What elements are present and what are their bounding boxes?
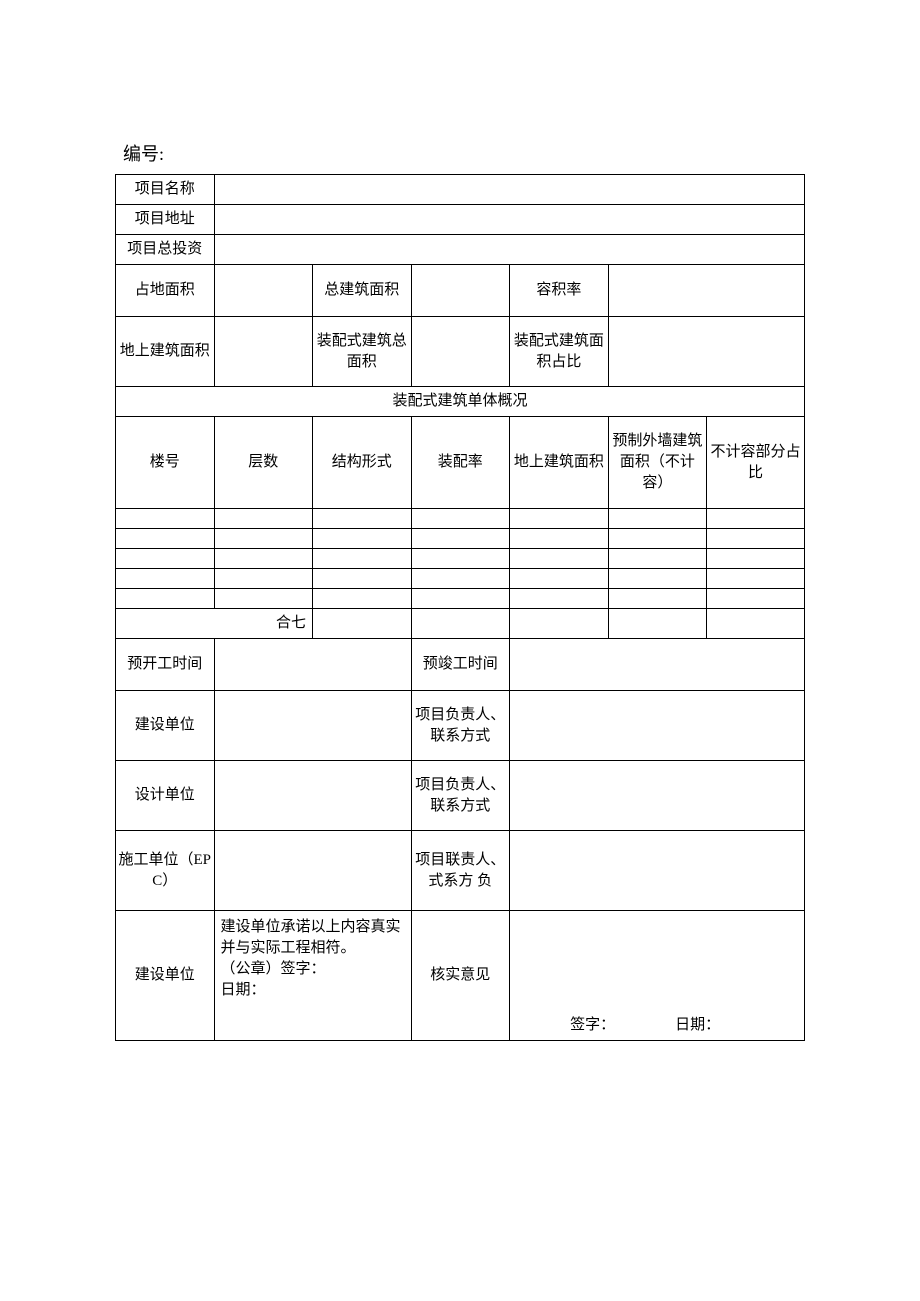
label-above-ground-area: 地上建筑面积 [116,317,215,387]
label-total-investment: 项目总投资 [116,235,215,265]
value-pm-contact2[interactable] [510,761,805,831]
label-project-name: 项目名称 [116,175,215,205]
label-pre-finish: 预竣工时间 [411,639,510,691]
serial-number-label: 编号: [115,140,805,166]
value-project-name[interactable] [214,175,804,205]
label-contractor-unit: 施工单位（EPC） [116,831,215,911]
label-construction-unit: 建设单位 [116,691,215,761]
table-row [116,569,805,589]
label-land-area: 占地面积 [116,265,215,317]
value-pm-contact1[interactable] [510,691,805,761]
total-wall[interactable] [608,609,707,639]
total-area[interactable] [510,609,609,639]
label-verify-opinion: 核实意见 [411,911,510,1041]
value-total-investment[interactable] [214,235,804,265]
verify-opinion-area[interactable]: 签字： 日期： [510,911,805,1041]
date-label: 日期： [675,1017,720,1033]
project-form-table: 项目名称 项目地址 项目总投资 占地面积 总建筑面积 容积率 地上建筑面积 装配… [115,174,805,1041]
value-plot-ratio[interactable] [608,265,804,317]
label-pm-contact1: 项目负责人、联系方式 [411,691,510,761]
value-land-area[interactable] [214,265,313,317]
total-ratio[interactable] [707,609,805,639]
value-prefab-area-ratio[interactable] [608,317,804,387]
value-pre-start[interactable] [214,639,411,691]
col-building-no: 楼号 [116,417,215,509]
label-prefab-area-ratio: 装配式建筑面积占比 [510,317,609,387]
commitment-text: 建设单位承诺以上内容真实并与实际工程相符。 （公章）签字： 日期： [214,911,411,1041]
label-pm-contact3: 项目联责人、式系方 负 [411,831,510,911]
table-row [116,549,805,569]
total-rate[interactable] [411,609,510,639]
col-structure-type: 结构形式 [313,417,412,509]
label-commitment-unit: 建设单位 [116,911,215,1041]
value-pm-contact3[interactable] [510,831,805,911]
label-project-address: 项目地址 [116,205,215,235]
signature-label: 签字： [570,1017,615,1033]
table-row [116,589,805,609]
col-assembly-rate: 装配率 [411,417,510,509]
col-non-count-ratio: 不计容部分占比 [707,417,805,509]
col-above-ground-area: 地上建筑面积 [510,417,609,509]
value-construction-unit[interactable] [214,691,411,761]
value-above-ground-area[interactable] [214,317,313,387]
table-row [116,509,805,529]
label-total-floor-area: 总建筑面积 [313,265,412,317]
label-plot-ratio: 容积率 [510,265,609,317]
table-row [116,529,805,549]
label-prefab-total-area: 装配式建筑总面积 [313,317,412,387]
col-floors: 层数 [214,417,313,509]
value-pre-finish[interactable] [510,639,805,691]
total-structure[interactable] [313,609,412,639]
value-design-unit[interactable] [214,761,411,831]
section-title: 装配式建筑单体概况 [116,387,805,417]
label-pm-contact2: 项目负责人、联系方式 [411,761,510,831]
value-project-address[interactable] [214,205,804,235]
value-contractor-unit[interactable] [214,831,411,911]
value-total-floor-area[interactable] [411,265,510,317]
label-design-unit: 设计单位 [116,761,215,831]
col-prefab-wall-area: 预制外墙建筑面积（不计容） [608,417,707,509]
value-prefab-total-area[interactable] [411,317,510,387]
label-total: 合七 [116,609,313,639]
label-pre-start: 预开工时间 [116,639,215,691]
